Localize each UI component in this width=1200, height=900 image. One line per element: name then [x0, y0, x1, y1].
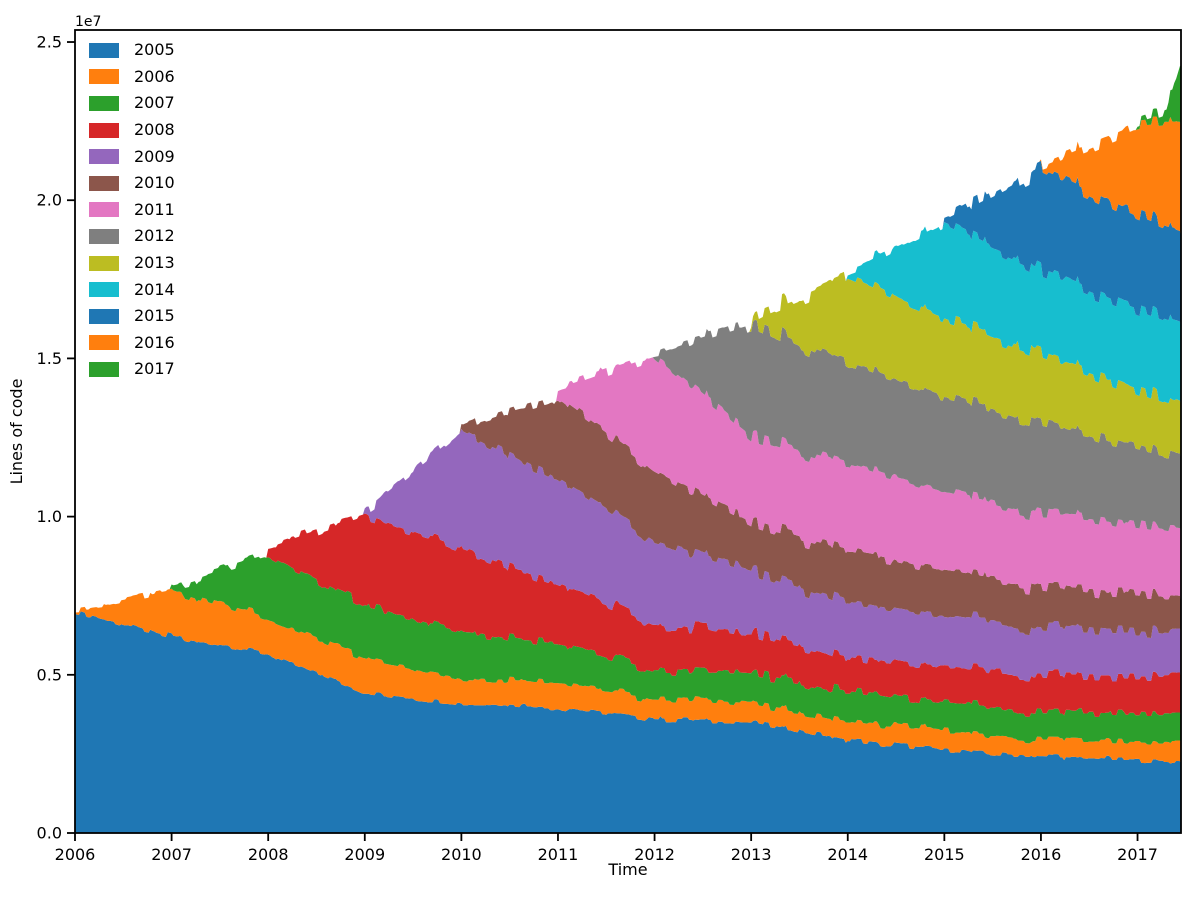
x-tick-label: 2010 [441, 845, 482, 864]
x-tick-label: 2006 [55, 845, 96, 864]
legend-label-2016: 2016 [134, 332, 175, 352]
area-2009 [75, 428, 1181, 682]
legend-label-2017: 2017 [134, 359, 175, 379]
legend-item-2008: 2008 [89, 117, 175, 144]
legend-swatch-2013 [89, 255, 119, 271]
legend-label-2012: 2012 [134, 226, 175, 246]
legend-item-2009: 2009 [89, 143, 175, 170]
legend-swatch-2005 [89, 42, 119, 58]
legend-item-2014: 2014 [89, 276, 175, 303]
x-tick-label: 2015 [924, 845, 965, 864]
y-tick-label: 0.5 [37, 665, 62, 684]
legend-swatch-2010 [89, 175, 119, 191]
ticks: 2006 2007 2008 2009 2010 2011 2012 2013 2014 2015… [37, 33, 1158, 864]
x-tick-label: 2008 [248, 845, 289, 864]
x-tick-label: 2013 [731, 845, 772, 864]
legend-swatch-2016 [89, 335, 119, 351]
legend-swatch-2012 [89, 228, 119, 244]
legend-item-2005: 2005 [89, 37, 175, 64]
legend-item-2015: 2015 [89, 303, 175, 330]
legend-item-2016: 2016 [89, 330, 175, 357]
legend-label-2015: 2015 [134, 306, 175, 326]
legend-label-2008: 2008 [134, 120, 175, 140]
legend-item-2007: 2007 [89, 90, 175, 117]
legend-label-2014: 2014 [134, 279, 175, 299]
area-2016 [75, 116, 1181, 613]
legend-item-2017: 2017 [89, 356, 175, 383]
legend-swatch-2011 [89, 202, 119, 218]
area-2015 [75, 160, 1181, 613]
y-axis-offset-text: 1e7 [75, 14, 101, 30]
legend-item-2006: 2006 [89, 64, 175, 91]
legend-label-2011: 2011 [134, 199, 175, 219]
x-tick-label: 2014 [827, 845, 868, 864]
y-tick-label: 0.0 [37, 824, 62, 843]
x-tick-label: 2007 [151, 845, 192, 864]
y-tick-label: 1.5 [37, 349, 62, 368]
area-2012 [75, 319, 1181, 613]
legend-item-2011: 2011 [89, 197, 175, 224]
area-2011 [75, 357, 1181, 613]
area-2010 [75, 400, 1181, 638]
legend-swatch-2008 [89, 122, 119, 138]
legend-swatch-2006 [89, 69, 119, 85]
area-2006 [75, 588, 1181, 764]
legend-swatch-2015 [89, 308, 119, 324]
legend-item-2012: 2012 [89, 223, 175, 250]
y-axis-label: Lines of code [7, 379, 26, 485]
stacked-areas [75, 65, 1181, 833]
x-tick-label: 2016 [1021, 845, 1062, 864]
legend-item-2010: 2010 [89, 170, 175, 197]
legend-swatch-2009 [89, 149, 119, 165]
y-tick-label: 2.0 [37, 191, 62, 210]
y-tick-label: 1.0 [37, 507, 62, 526]
legend-label-2013: 2013 [134, 253, 175, 273]
legend-label-2007: 2007 [134, 93, 175, 113]
x-tick-label: 2009 [344, 845, 385, 864]
legend-label-2006: 2006 [134, 66, 175, 86]
legend-swatch-2007 [89, 95, 119, 111]
area-2005 [75, 611, 1181, 833]
legend-label-2010: 2010 [134, 173, 175, 193]
area-2013 [75, 271, 1181, 613]
legend-swatch-2014 [89, 282, 119, 298]
area-2008 [75, 513, 1181, 718]
legend-label-2005: 2005 [134, 40, 175, 60]
x-tick-label: 2011 [538, 845, 579, 864]
legend-swatch-2017 [89, 361, 119, 377]
legend-label-2009: 2009 [134, 146, 175, 166]
x-axis-label: Time [607, 860, 647, 879]
legend: 2005 2006 2007 2008 2009 2010 2011 2012 2013 2014… [89, 37, 175, 383]
x-tick-label: 2017 [1117, 845, 1158, 864]
legend-item-2013: 2013 [89, 250, 175, 277]
area-2007 [75, 554, 1181, 745]
y-tick-label: 2.5 [37, 33, 62, 52]
axes-spines [74, 29, 1182, 834]
x-tick-label: 2012 [634, 845, 675, 864]
